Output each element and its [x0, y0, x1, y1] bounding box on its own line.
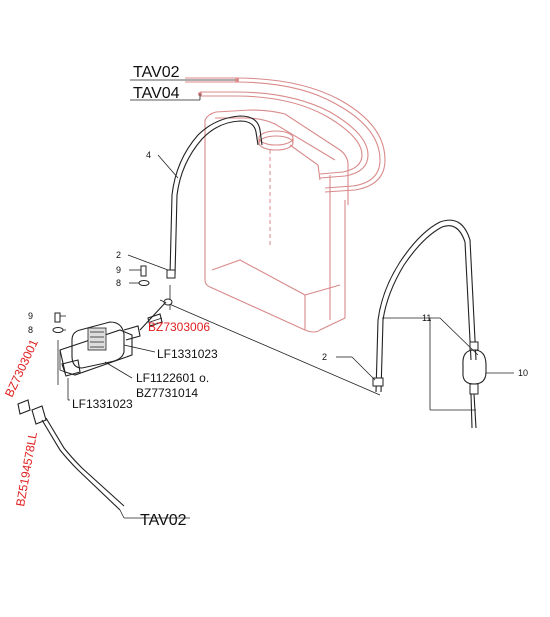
- callout-8-a: 8: [116, 278, 121, 288]
- part-bz7303006: BZ7303006: [148, 320, 210, 334]
- tav02-top-label: TAV02: [133, 64, 180, 81]
- callout-2-right: 2: [322, 352, 327, 362]
- hardware-left: [52, 254, 381, 396]
- tav02-bottom-label: TAV02: [140, 512, 187, 529]
- water-tank: [185, 77, 386, 333]
- part-bz7303001: BZ7303001: [2, 337, 41, 399]
- pump-assembly: [59, 298, 173, 401]
- part-lf1331023-a: LF1331023: [157, 347, 218, 361]
- callout-4: 4: [146, 150, 151, 160]
- callout-9-b: 9: [28, 311, 33, 321]
- callout-9-a: 9: [116, 265, 121, 275]
- callout-10: 10: [518, 368, 528, 378]
- tav04-label: TAV04: [133, 85, 180, 102]
- hose-4: [157, 115, 263, 276]
- hose-lower-left: [17, 399, 190, 519]
- callout-2-left: 2: [116, 250, 121, 260]
- callout-8-b: 8: [28, 325, 33, 335]
- callout-11: 11: [422, 313, 431, 323]
- part-bz5194578ll: BZ5194578LL: [13, 431, 40, 508]
- part-lf1122601: LF1122601 o.: [136, 371, 209, 385]
- part-lf1331023-b: LF1331023: [72, 397, 133, 411]
- part-bz7731014: BZ7731014: [136, 386, 198, 400]
- right-hose-assembly: [336, 219, 514, 429]
